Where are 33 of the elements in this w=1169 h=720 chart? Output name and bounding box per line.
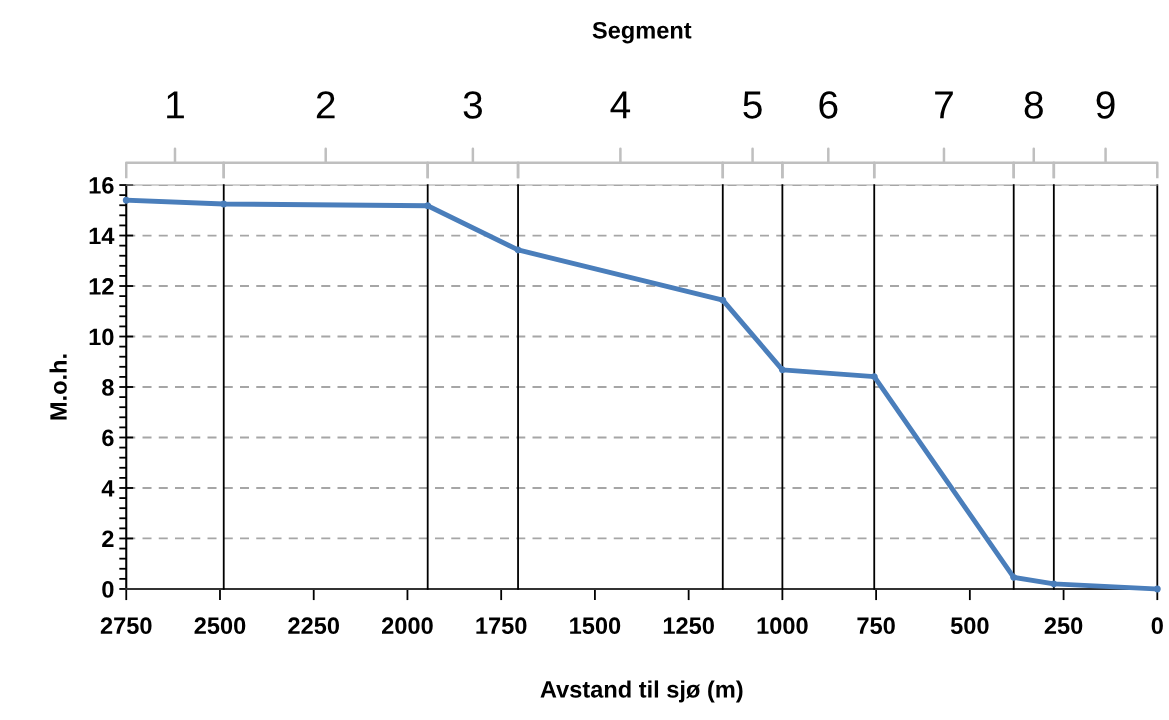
y-tick-label: 8 [102, 379, 114, 396]
text: 1 [167, 91, 184, 119]
x-tick-label: 1250 [663, 617, 714, 635]
text: 4 [610, 91, 631, 119]
y-axis-title: M.o.h. [49, 354, 67, 420]
x-axis-title: Avstand til sjø (m) [540, 680, 743, 703]
text: 8 [1024, 91, 1043, 119]
y-tick-label: 14 [89, 227, 115, 245]
x-tick-label: 1750 [476, 617, 527, 635]
x-tick-label: 2750 [100, 617, 152, 635]
x-tick-label: 250 [1044, 617, 1083, 635]
x-tick-label: 2500 [194, 617, 246, 635]
text: 9 [1096, 91, 1115, 119]
y-tick-label: 4 [101, 480, 115, 497]
x-tick-label: 500 [950, 617, 989, 635]
x-tick-label: 0 [1151, 617, 1163, 635]
text: 7 [935, 91, 953, 119]
x-tick-label: 1000 [757, 617, 808, 635]
x-tick-label: 2250 [288, 617, 340, 635]
text: 2 [316, 91, 335, 119]
y-tick-label: 0 [102, 581, 114, 598]
x-tick-label: 1500 [570, 617, 621, 635]
y-tick-label: 16 [89, 177, 114, 194]
text: 3 [463, 91, 482, 119]
y-tick-label: 10 [89, 328, 114, 346]
y-tick-label: 2 [102, 530, 114, 548]
x-tick-label: 2000 [382, 617, 433, 635]
y-tick-label: 6 [102, 429, 114, 447]
chart-title: Segment [592, 21, 692, 44]
text: 5 [743, 91, 762, 119]
text: 6 [819, 91, 838, 119]
y-tick-label: 12 [89, 278, 114, 295]
x-tick-label: 750 [857, 617, 895, 635]
